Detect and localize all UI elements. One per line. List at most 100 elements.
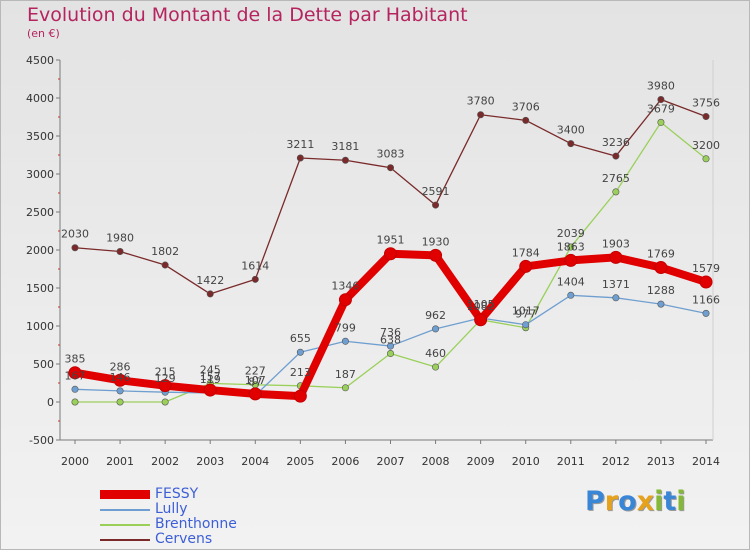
data-label-fessy: 107 — [245, 374, 266, 387]
data-point-lully — [432, 325, 440, 333]
y-tick-label: 3000 — [26, 168, 54, 181]
x-tick-label: 2010 — [512, 455, 540, 468]
x-tick-label: 2007 — [377, 455, 405, 468]
data-label-brenthonne: 245 — [200, 363, 221, 376]
data-point-fessy — [519, 259, 533, 273]
data-point-lully — [386, 342, 394, 350]
data-label-lully: 962 — [425, 309, 446, 322]
logo-letter: i — [676, 486, 686, 517]
data-point-fessy — [474, 313, 488, 327]
data-label-cervens: 3181 — [331, 140, 359, 153]
data-label-fessy: 1769 — [647, 248, 675, 261]
y-tick-label: 0 — [47, 396, 54, 409]
data-point-lully — [296, 348, 304, 356]
data-point-cervens — [477, 111, 485, 119]
data-label-brenthonne: 187 — [335, 368, 356, 381]
y-tick-label: 2000 — [26, 244, 54, 257]
data-label-lully: 1105 — [467, 298, 495, 311]
data-point-cervens — [432, 201, 440, 209]
data-point-brenthonne — [612, 188, 620, 196]
data-label-brenthonne: 227 — [245, 365, 266, 378]
data-label-cervens: 3211 — [286, 138, 314, 151]
data-label-cervens: 3780 — [467, 95, 495, 108]
y-tick-label: -500 — [29, 434, 54, 447]
data-point-brenthonne — [161, 398, 169, 406]
data-point-cervens — [206, 290, 214, 298]
data-label-cervens: 1422 — [196, 274, 224, 287]
data-label-brenthonne: 460 — [425, 347, 446, 360]
legend-label: Brenthonne — [155, 516, 237, 532]
data-point-fessy — [609, 250, 623, 264]
data-point-lully — [567, 291, 575, 299]
x-tick-label: 2014 — [692, 455, 720, 468]
data-point-cervens — [251, 275, 259, 283]
y-tick-label: 1000 — [26, 320, 54, 333]
data-point-cervens — [161, 261, 169, 269]
y-tick-label: 500 — [33, 358, 54, 371]
data-label-cervens: 1980 — [106, 232, 134, 245]
data-point-cervens — [522, 116, 530, 124]
data-point-cervens — [612, 152, 620, 160]
legend-swatch — [100, 523, 150, 526]
data-point-cervens — [296, 154, 304, 162]
data-point-cervens — [341, 156, 349, 164]
y-tick-label: 4000 — [26, 92, 54, 105]
logo-letter: x — [636, 486, 655, 517]
y-tick-label: 3500 — [26, 130, 54, 143]
data-label-cervens: 3083 — [377, 148, 405, 161]
data-point-brenthonne — [702, 155, 710, 163]
data-point-fessy — [338, 293, 352, 307]
data-point-fessy — [654, 261, 668, 275]
data-label-fessy: 1082 — [467, 300, 495, 313]
data-label-fessy: 1951 — [377, 234, 405, 247]
data-point-cervens — [71, 244, 79, 252]
data-point-cervens — [567, 140, 575, 148]
y-tick-label: 2500 — [26, 206, 54, 219]
data-label-lully: 129 — [155, 372, 176, 385]
data-label-lully: 146 — [110, 371, 131, 384]
data-label-brenthonne: 213 — [290, 366, 311, 379]
data-label-lully: 167 — [65, 369, 86, 382]
data-point-lully — [341, 337, 349, 345]
legend-item-brenthonne: Brenthonne — [100, 517, 237, 532]
data-label-lully: 1404 — [557, 275, 585, 288]
data-label-fessy: 286 — [110, 360, 131, 373]
x-tick-label: 2002 — [151, 455, 179, 468]
logo-letter: o — [618, 486, 637, 517]
data-point-brenthonne — [341, 384, 349, 392]
data-label-cervens: 2030 — [61, 228, 89, 241]
data-point-lully — [116, 387, 124, 395]
data-point-cervens — [657, 96, 665, 104]
data-label-fessy: 385 — [65, 353, 86, 366]
chart-title: Evolution du Montant de la Dette par Hab… — [27, 4, 468, 26]
proxiti-logo: Proxiti — [585, 486, 686, 517]
data-label-brenthonne: 3200 — [692, 139, 720, 152]
chart-subtitle: (en €) — [27, 27, 60, 40]
data-label-lully: 799 — [335, 321, 356, 334]
data-label-fessy: 1903 — [602, 237, 630, 250]
logo-letter: t — [663, 486, 677, 517]
data-label-lully: 1371 — [602, 278, 630, 291]
legend-label: Lully — [155, 501, 188, 517]
x-tick-label: 2013 — [647, 455, 675, 468]
data-label-lully: 87 — [248, 375, 262, 388]
data-label-fessy: 1579 — [692, 262, 720, 275]
chart-legend: FESSY Lully Brenthonne Cervens — [100, 487, 237, 547]
data-label-brenthonne: 2039 — [557, 227, 585, 240]
data-label-fessy: 1784 — [512, 246, 540, 259]
data-point-lully — [522, 321, 530, 329]
data-point-lully — [612, 294, 620, 302]
x-tick-label: 2001 — [106, 455, 134, 468]
logo-letter: i — [654, 486, 664, 517]
data-point-lully — [657, 300, 665, 308]
data-point-brenthonne — [657, 118, 665, 126]
logo-letter: r — [604, 486, 619, 517]
data-point-brenthonne — [71, 398, 79, 406]
data-label-cervens: 3756 — [692, 97, 720, 110]
data-point-brenthonne — [116, 398, 124, 406]
data-point-fessy — [113, 373, 127, 387]
data-label-brenthonne: 977 — [515, 308, 536, 321]
data-label-fessy: 157 — [200, 370, 221, 383]
data-point-fessy — [384, 247, 397, 261]
x-tick-label: 2004 — [241, 455, 269, 468]
